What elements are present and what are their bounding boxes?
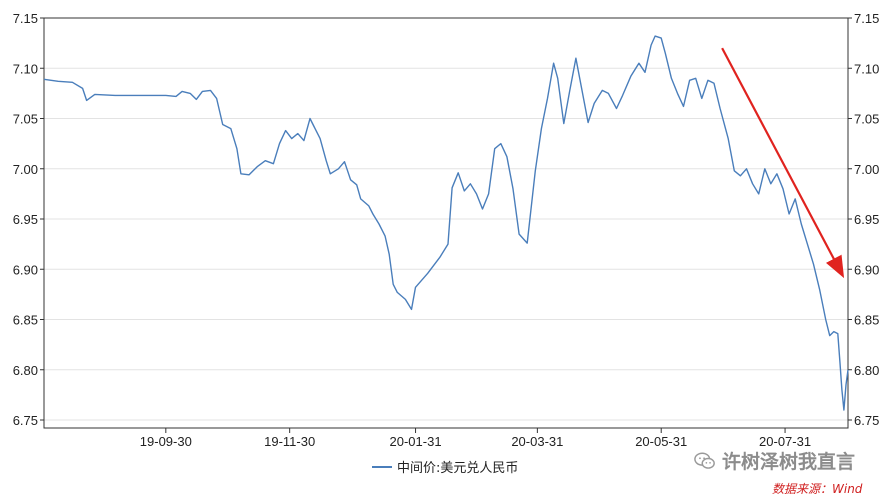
series-line	[43, 35, 849, 411]
x-tick-label: 19-09-30	[140, 434, 192, 449]
y-axis-right: 7.15 7.10 7.05 7.00 6.95 6.90 6.85 6.80 6.75	[848, 11, 879, 428]
x-tick-label: 20-05-31	[635, 434, 687, 449]
x-tick-label: 20-07-31	[759, 434, 811, 449]
x-tick-label: 19-11-30	[264, 434, 315, 449]
source-note: 数据来源：Wind	[772, 482, 863, 496]
trend-arrow	[721, 47, 845, 279]
watermark-text: 许树泽树我直言	[722, 451, 856, 473]
y-tick-label-right: 7.05	[854, 112, 879, 127]
y-tick-label-left: 7.05	[13, 112, 38, 127]
y-tick-label-right: 7.00	[854, 162, 879, 177]
y-tick-label-left: 6.75	[13, 413, 38, 428]
y-tick-label-left: 6.85	[13, 313, 38, 328]
x-tick-label: 20-01-31	[390, 434, 442, 449]
series-group	[43, 35, 849, 411]
y-tick-label-left: 7.15	[13, 11, 38, 26]
plot-area-border	[43, 17, 849, 429]
x-axis: 19-09-30 19-11-30 20-01-31 20-03-31 20-05-31…	[140, 428, 811, 449]
y-tick-label-right: 6.90	[854, 262, 879, 277]
wechat-icon	[694, 451, 715, 469]
y-tick-label-right: 7.10	[854, 61, 879, 76]
y-tick-label-left: 6.80	[13, 363, 38, 378]
y-tick-label-left: 6.95	[13, 212, 38, 227]
y-tick-label-right: 6.80	[854, 363, 879, 378]
y-tick-label-left: 7.00	[13, 162, 38, 177]
grid-lines	[44, 17, 848, 421]
y-tick-label-right: 6.95	[854, 212, 879, 227]
watermark: 许树泽树我直言	[694, 447, 855, 474]
y-tick-label-left: 7.10	[13, 61, 38, 76]
y-axis-left: 7.15 7.10 7.05 7.00 6.95 6.90 6.85 6.80 6.75	[13, 11, 44, 428]
legend: 中间价:美元兑人民币	[372, 461, 518, 476]
y-tick-label-right: 6.85	[854, 313, 879, 328]
y-tick-label-right: 7.15	[854, 11, 879, 26]
y-tick-label-right: 6.75	[854, 413, 879, 428]
annotations	[721, 47, 845, 279]
x-tick-label: 20-03-31	[511, 434, 563, 449]
legend-label: 中间价:美元兑人民币	[397, 461, 518, 476]
y-tick-label-left: 6.90	[13, 262, 38, 277]
